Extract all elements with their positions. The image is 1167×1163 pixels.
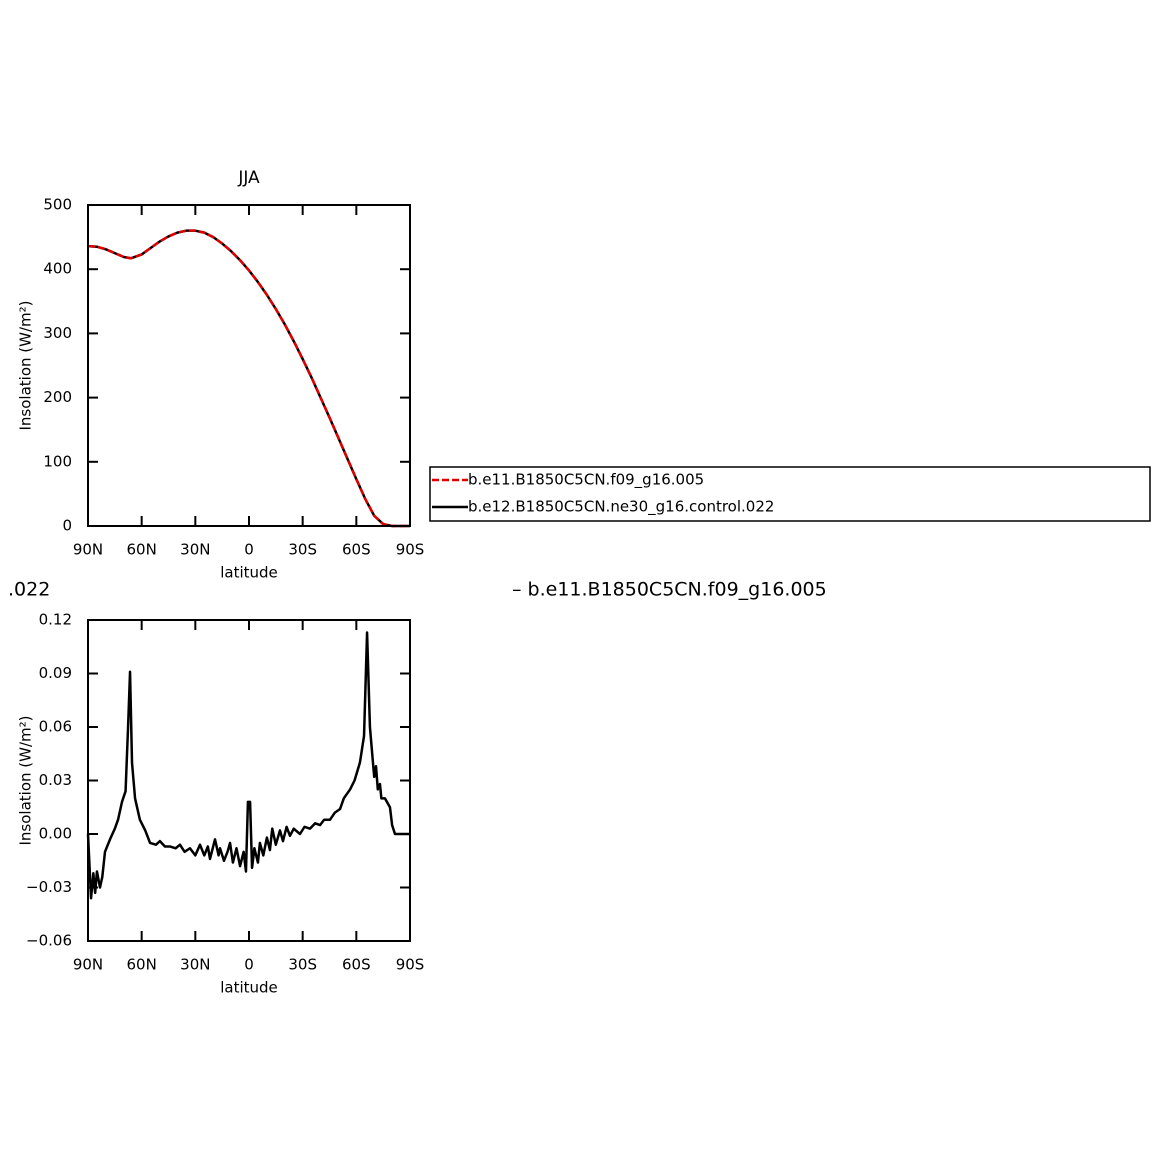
y-tick-label: 0.12: [39, 611, 72, 629]
x-axis-label: latitude: [220, 979, 278, 997]
x-tick-label: 60N: [127, 956, 157, 974]
x-axis-label: latitude: [220, 564, 278, 582]
annotation: .022: [8, 579, 50, 601]
y-tick-label: 0.03: [39, 771, 72, 789]
y-tick-label: 0.09: [39, 664, 72, 682]
legend-label: b.e11.B1850C5CN.f09_g16.005: [468, 471, 704, 490]
y-tick-label: 0.00: [39, 825, 72, 843]
legend-label: b.e12.B1850C5CN.ne30_g16.control.022: [468, 498, 774, 517]
plot-frame: [87, 619, 411, 942]
y-tick-label: 0: [62, 517, 72, 535]
y-tick-label: −0.06: [26, 932, 72, 950]
x-tick-label: 0: [244, 956, 254, 974]
x-tick-label: 30N: [180, 541, 210, 559]
x-tick-label: 60S: [342, 956, 371, 974]
y-tick-label: 200: [43, 388, 72, 406]
y-tick-label: 300: [43, 324, 72, 342]
x-tick-label: 60N: [127, 541, 157, 559]
series-line: [87, 229, 410, 528]
series-line: [86, 631, 410, 900]
series-line: [87, 229, 410, 528]
y-axis-label: Insolation (W/m²): [17, 716, 35, 846]
x-tick-label: 30N: [180, 956, 210, 974]
x-tick-label: 30S: [288, 956, 317, 974]
x-tick-label: 30S: [288, 541, 317, 559]
y-tick-label: 400: [43, 260, 72, 278]
y-tick-label: 500: [43, 196, 72, 214]
x-tick-label: 0: [244, 541, 254, 559]
y-tick-label: −0.03: [26, 878, 72, 896]
y-tick-label: 0.06: [39, 718, 72, 736]
x-tick-label: 60S: [342, 541, 371, 559]
y-tick-label: 100: [43, 452, 72, 470]
legend-box: [429, 466, 1151, 522]
x-tick-label: 90S: [396, 956, 425, 974]
x-tick-label: 90N: [73, 541, 103, 559]
chart-title: JJA: [237, 168, 260, 188]
x-tick-label: 90S: [396, 541, 425, 559]
x-tick-label: 90N: [73, 956, 103, 974]
annotation: – b.e11.B1850C5CN.f09_g16.005: [512, 579, 827, 601]
plot-frame: [87, 204, 411, 527]
y-axis-label: Insolation (W/m²): [17, 301, 35, 431]
